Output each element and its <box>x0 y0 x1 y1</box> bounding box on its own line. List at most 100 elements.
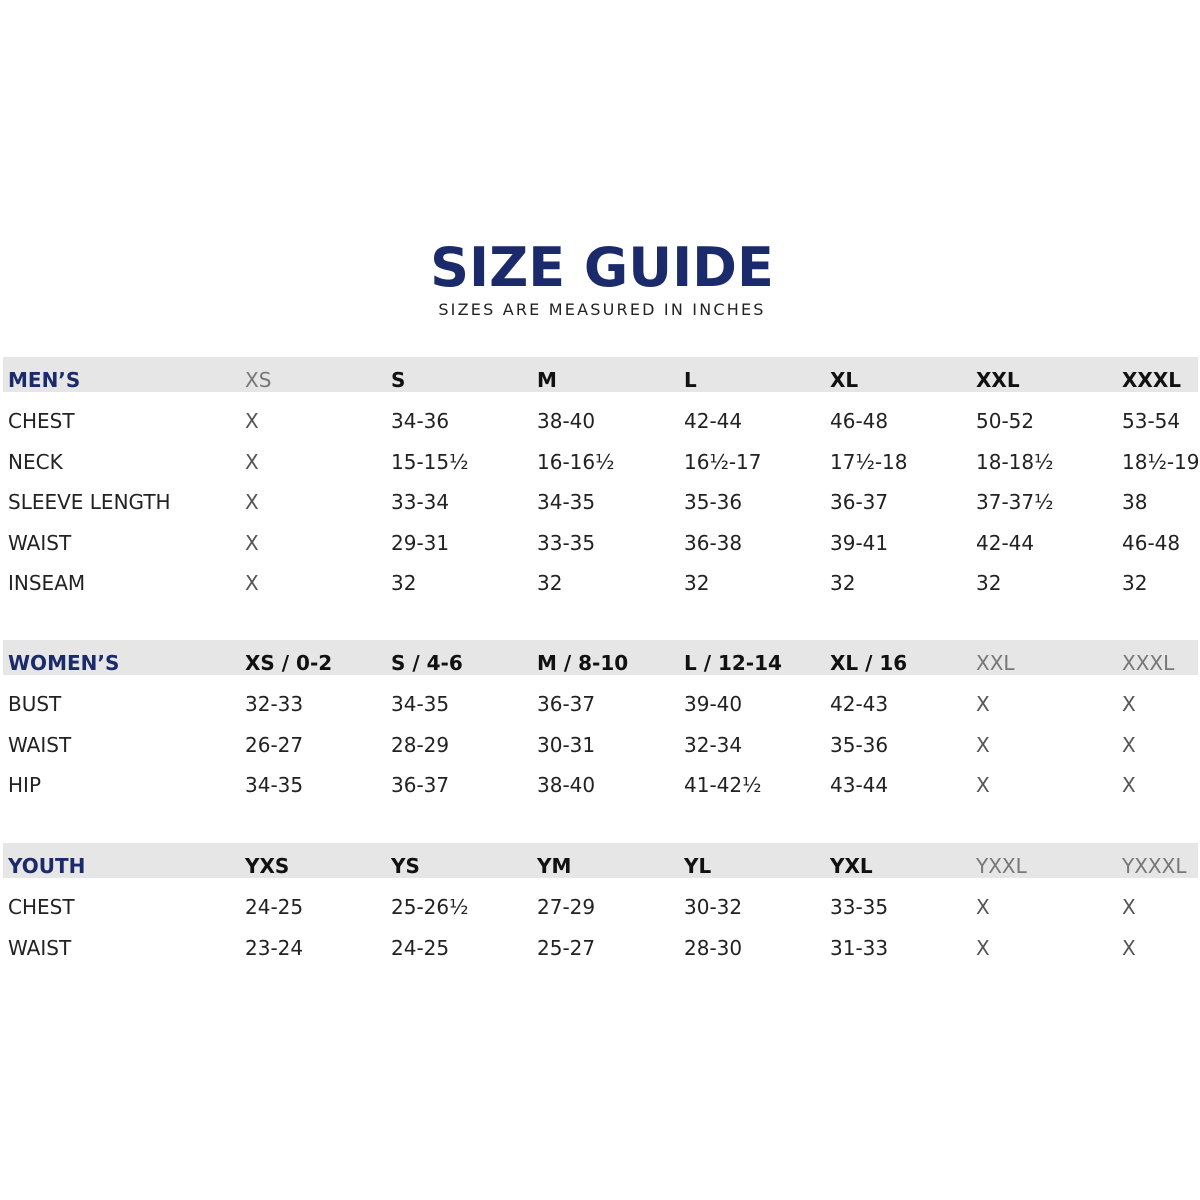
size-column-header: M <box>537 368 557 392</box>
measurement-value: 46-48 <box>830 409 889 433</box>
measurement-value: X <box>976 935 990 960</box>
measurement-value: 50-52 <box>976 409 1035 433</box>
size-column-header: S <box>391 368 406 392</box>
measurement-value: X <box>245 409 259 433</box>
measurement-value: 32 <box>1122 571 1148 596</box>
measurement-label: WAIST <box>8 935 72 960</box>
size-column-header: XXXL <box>1122 368 1182 392</box>
measurement-value: 16½-17 <box>684 449 762 474</box>
measurement-value: 38 <box>1122 490 1148 515</box>
measurement-value: 32 <box>830 571 856 596</box>
measurement-label: CHEST <box>8 409 75 433</box>
measurement-value: 39-41 <box>830 530 889 555</box>
measurement-value: 34-35 <box>537 490 596 515</box>
measurement-value: 18½-19 <box>1122 449 1200 474</box>
measurement-value: 24-25 <box>245 895 304 919</box>
header-band <box>3 357 1198 392</box>
measurement-value: X <box>1122 773 1136 798</box>
measurement-value: 31-33 <box>830 935 889 960</box>
measurement-value: X <box>1122 692 1136 716</box>
measurement-value: X <box>976 692 990 716</box>
measurement-value: 32 <box>684 571 710 596</box>
measurement-value: 24-25 <box>391 935 450 960</box>
measurement-value: X <box>1122 895 1136 919</box>
size-column-header: YXXXL <box>1122 854 1187 878</box>
measurement-value: 43-44 <box>830 773 889 798</box>
size-column-header: L / 12-14 <box>684 651 782 675</box>
measurement-label: CHEST <box>8 895 75 919</box>
size-column-header: XS / 0-2 <box>245 651 333 675</box>
measurement-value: 17½-18 <box>830 449 908 474</box>
measurement-value: X <box>245 530 259 555</box>
measurement-value: 38-40 <box>537 409 596 433</box>
measurement-value: 18-18½ <box>976 449 1054 474</box>
measurement-value: X <box>245 571 259 596</box>
measurement-value: 35-36 <box>830 732 889 757</box>
size-column-header: XXXL <box>1122 651 1175 675</box>
measurement-value: 53-54 <box>1122 409 1181 433</box>
measurement-value: 26-27 <box>245 732 304 757</box>
measurement-label: WAIST <box>8 732 72 757</box>
size-column-header: YS <box>391 854 420 878</box>
measurement-value: 36-37 <box>537 692 596 716</box>
measurement-value: 33-34 <box>391 490 450 515</box>
measurement-value: 46-48 <box>1122 530 1181 555</box>
measurement-value: 16-16½ <box>537 449 615 474</box>
size-column-header: XL <box>830 368 859 392</box>
measurement-value: 38-40 <box>537 773 596 798</box>
measurement-value: 41-42½ <box>684 773 762 798</box>
measurement-value: 34-36 <box>391 409 450 433</box>
measurement-value: 32 <box>391 571 417 596</box>
section-title: MEN’S <box>8 368 81 392</box>
measurement-value: X <box>245 449 259 474</box>
measurement-label: SLEEVE LENGTH <box>8 490 171 515</box>
measurement-value: 23-24 <box>245 935 304 960</box>
measurement-value: X <box>976 732 990 757</box>
size-column-header: XS <box>245 368 272 392</box>
measurement-label: NECK <box>8 449 63 474</box>
measurement-label: WAIST <box>8 530 72 555</box>
size-column-header: XL / 16 <box>830 651 908 675</box>
size-column-header: XXL <box>976 368 1020 392</box>
size-column-header: L <box>684 368 697 392</box>
measurement-value: 39-40 <box>684 692 743 716</box>
size-column-header: YL <box>684 854 712 878</box>
size-column-header: YM <box>537 854 572 878</box>
header-band <box>3 640 1198 675</box>
measurement-value: 33-35 <box>537 530 596 555</box>
measurement-value: 28-30 <box>684 935 743 960</box>
size-column-header: M / 8-10 <box>537 651 629 675</box>
measurement-value: 28-29 <box>391 732 450 757</box>
measurement-label: BUST <box>8 692 62 716</box>
size-column-header: YXXL <box>976 854 1027 878</box>
measurement-value: 25-26½ <box>391 895 469 919</box>
measurement-value: 32 <box>537 571 563 596</box>
size-column-header: YXL <box>830 854 873 878</box>
size-column-header: YXS <box>245 854 290 878</box>
measurement-value: 33-35 <box>830 895 889 919</box>
page-subtitle: SIZES ARE MEASURED IN INCHES <box>438 300 766 319</box>
measurement-value: 37-37½ <box>976 490 1054 515</box>
measurement-value: 27-29 <box>537 895 596 919</box>
measurement-value: 32-34 <box>684 732 743 757</box>
measurement-value: 29-31 <box>391 530 450 555</box>
measurement-label: INSEAM <box>8 571 86 596</box>
measurement-value: 42-43 <box>830 692 889 716</box>
measurement-value: X <box>976 773 990 798</box>
measurement-value: 36-37 <box>830 490 889 515</box>
measurement-value: 36-38 <box>684 530 743 555</box>
measurement-value: 32 <box>976 571 1002 596</box>
size-column-header: S / 4-6 <box>391 651 463 675</box>
measurement-value: 34-35 <box>245 773 304 798</box>
measurement-value: 35-36 <box>684 490 743 515</box>
measurement-value: 32-33 <box>245 692 304 716</box>
measurement-value: X <box>976 895 990 919</box>
section-title: WOMEN’S <box>8 651 120 675</box>
section-title: YOUTH <box>8 854 86 878</box>
measurement-value: 34-35 <box>391 692 450 716</box>
measurement-value: 30-32 <box>684 895 743 919</box>
size-column-header: XXL <box>976 651 1015 675</box>
measurement-value: 42-44 <box>684 409 743 433</box>
measurement-value: 42-44 <box>976 530 1035 555</box>
measurement-value: 15-15½ <box>391 449 469 474</box>
